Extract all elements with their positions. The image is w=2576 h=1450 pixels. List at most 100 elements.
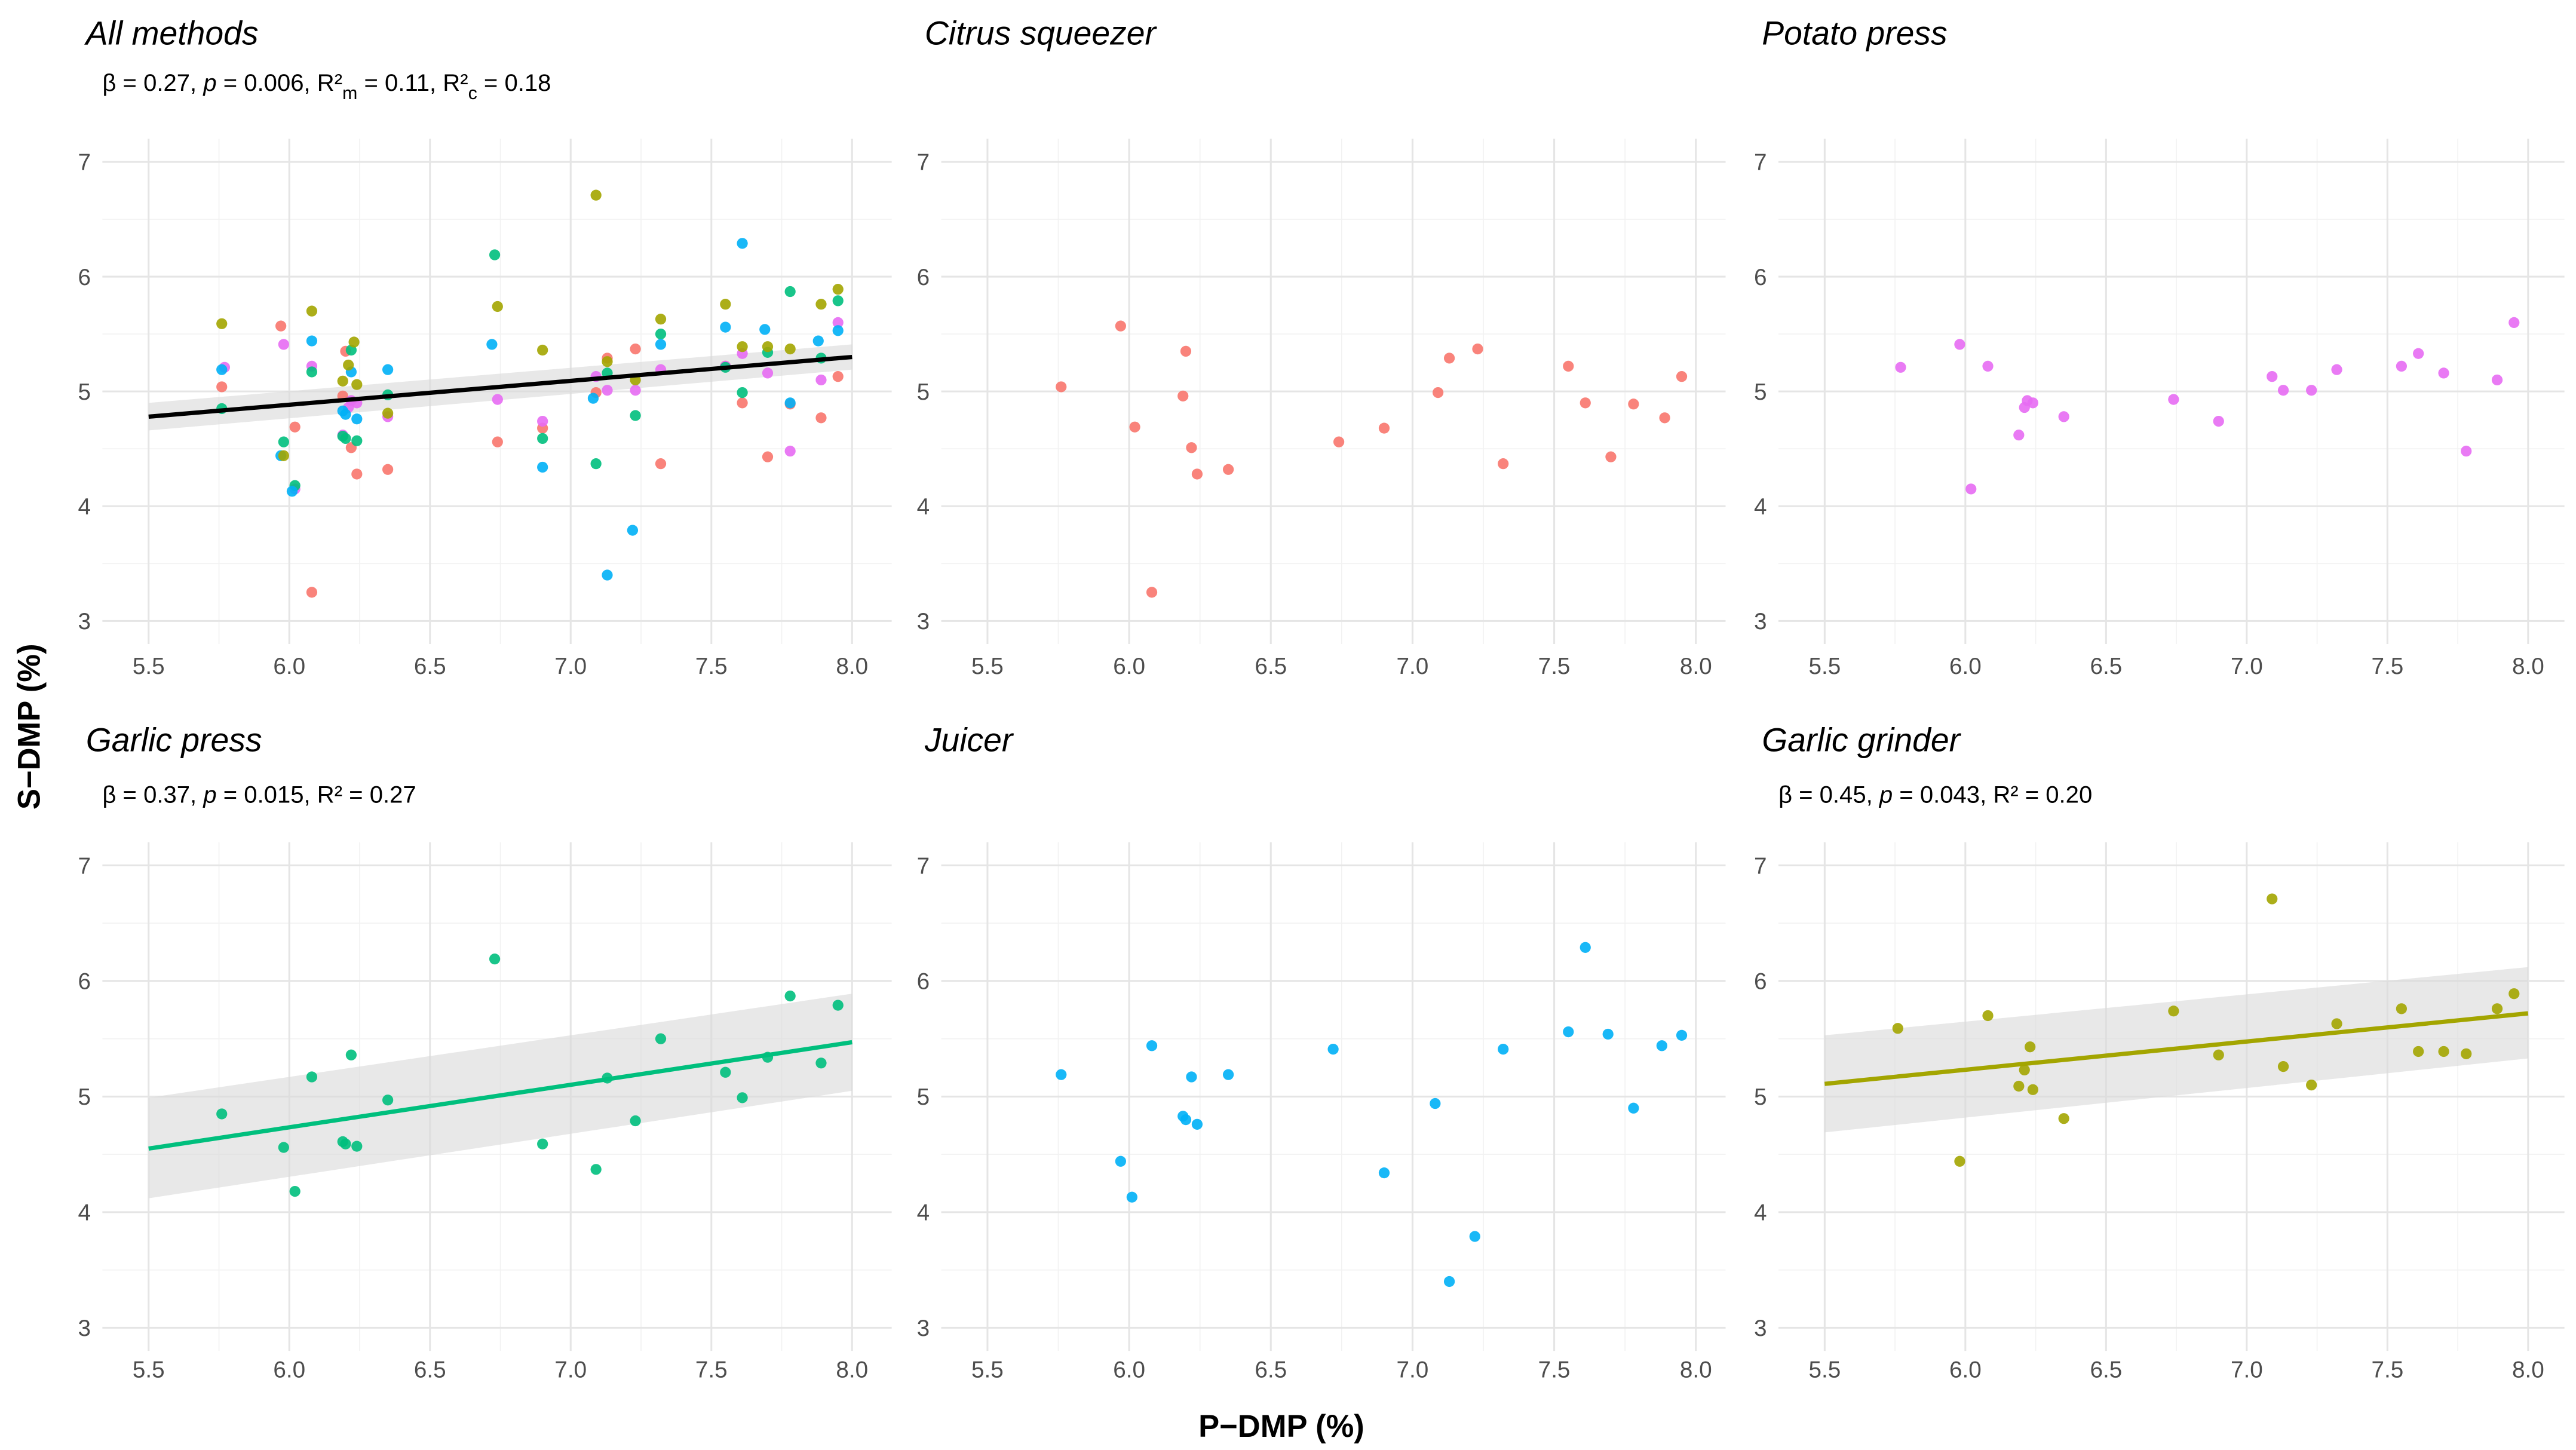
panel-citrus-squeezer: 5.5 6.0 6.5 7.0 7.5 8.0 3 4 5 6 7 Citrus squeezer [917,15,1726,679]
y-tick-label: 3 [78,609,91,634]
data-point [1378,1167,1390,1179]
data-point [216,381,228,393]
data-point [306,335,318,347]
x-tick-label: 8.0 [1680,1357,1712,1382]
data-point [351,379,363,390]
x-tick-label: 7.0 [1397,654,1429,679]
y-tick-label: 6 [917,969,930,995]
data-point [832,371,844,382]
x-tick-label: 7.0 [554,654,587,679]
x-tick-label: 5.5 [133,654,165,679]
data-point [2267,893,2278,905]
annotation-segment: = 0.27, [116,70,203,96]
stats-annotation: β = 0.37, p = 0.015, R² = 0.27 [102,781,416,808]
data-point [1115,320,1126,332]
data-point [492,301,503,312]
data-point [1146,1040,1158,1052]
y-tick-label: 7 [1754,150,1767,176]
data-point [382,1095,394,1106]
data-point [1965,483,1977,495]
data-point [1333,436,1345,447]
data-point [278,339,289,350]
data-point [1895,361,1906,373]
data-point [2306,1079,2317,1091]
data-point [306,366,318,378]
data-point [486,339,498,350]
data-point [630,410,641,421]
data-point [720,1066,731,1078]
data-point [1432,387,1444,398]
data-point [2013,1080,2025,1092]
x-tick-label: 5.5 [1808,654,1841,679]
data-point [1892,1023,1903,1034]
y-tick-label: 4 [78,494,91,520]
x-tick-label: 7.0 [2231,1357,2263,1382]
data-point [630,385,641,396]
data-point [489,249,501,260]
y-tick-label: 5 [917,379,930,405]
data-point [655,314,667,325]
data-point [382,407,394,419]
y-tick-label: 3 [1754,609,1767,634]
data-point [832,1000,844,1011]
data-point [815,1057,827,1069]
data-point [1954,339,1965,350]
y-tick-label: 4 [78,1200,91,1226]
data-point [1982,360,1994,372]
x-tick-label: 8.0 [836,1357,868,1382]
x-tick-label: 6.5 [414,1357,446,1382]
x-tick-label: 7.5 [1538,654,1571,679]
annotation-segment: = 0.043, R² = 0.20 [1893,781,2092,808]
data-point [2413,1046,2424,1057]
data-point [1186,1071,1197,1083]
data-point [1146,587,1158,598]
data-point [832,284,844,295]
data-point [587,393,599,404]
y-tick-label: 5 [917,1084,930,1110]
annotation-segment: c [468,83,477,103]
x-tick-label: 7.5 [695,1357,728,1382]
panel-title: Garlic grinder [1762,722,1961,759]
x-tick-label: 6.0 [273,654,305,679]
data-point [1656,1040,1667,1052]
data-point [1469,1231,1480,1242]
x-tick-label: 6.5 [2090,654,2122,679]
annotation-segment: = 0.37, [116,781,203,808]
annotation-segment: p [203,70,216,96]
data-point [784,990,796,1002]
data-point [289,421,300,433]
data-point [1180,1114,1192,1126]
data-point [1056,1069,1067,1080]
annotation-segment: β [102,70,116,96]
panel-title: Potato press [1762,15,1947,52]
data-point [784,286,796,298]
data-point [351,468,363,480]
panel-juicer: 5.5 6.0 6.5 7.0 7.5 8.0 3 4 5 6 7 Juicer [917,722,1726,1382]
data-point [1602,1028,1614,1040]
data-point [2213,1049,2224,1060]
data-point [815,412,827,424]
y-tick-label: 4 [1754,494,1767,520]
y-tick-label: 3 [78,1316,91,1341]
data-point [832,317,844,329]
data-point [2168,394,2179,405]
data-point [2438,1046,2449,1057]
data-point [2396,1003,2408,1014]
y-tick-label: 6 [917,265,930,290]
y-tick-label: 6 [78,969,91,995]
regression-line [148,1040,852,1151]
data-point [784,397,796,409]
data-point [1191,1118,1203,1130]
x-tick-label: 7.0 [1397,1357,1429,1382]
data-point [1628,1102,1639,1114]
data-point [340,1138,351,1149]
data-point [630,1115,641,1127]
stats-annotation: β = 0.45, p = 0.043, R² = 0.20 [1778,781,2092,808]
data-point [784,445,796,457]
data-point [815,374,827,386]
data-point [737,397,748,409]
data-point [762,367,774,379]
panel-title: Juicer [924,722,1014,759]
data-point [1605,451,1617,462]
